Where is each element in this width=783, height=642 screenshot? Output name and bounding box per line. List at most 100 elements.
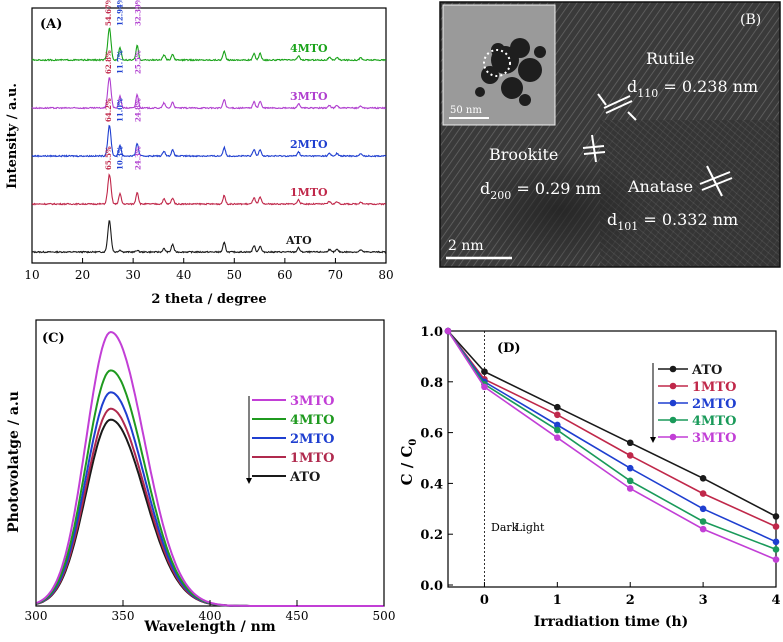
panel-c-y-axis-label: Photovolatge / a.u [6,391,22,533]
panel-c-x-axis-label: Wavelength / nm [143,619,275,635]
kinetics-point [554,421,561,429]
legend-marker [669,399,677,407]
legend-label: 1MTO [692,380,736,395]
xrd-series-label: 4MTO [290,42,328,55]
dark-region-label: Dark [491,521,519,534]
kinetics-line-2mto [447,330,777,543]
phase-fraction-label: 12.94% [116,0,125,26]
kinetics-point [481,368,488,375]
phase-fraction-label: 54.67% [104,0,113,26]
kinetics-point [626,477,634,485]
phase-fraction-label: 32.39% [134,0,143,26]
tem-border [439,1,781,268]
xrd-series-label: 3MTO [290,90,328,103]
brookite-spacing: d200 = 0.29 nm [480,179,601,202]
xrd-trace-1mto [31,173,386,206]
kinetics-point [772,556,780,563]
kinetics-point [626,485,634,492]
legend-label: 3MTO [692,431,736,446]
x-tick-label: 350 [112,609,135,623]
legend-marker [669,365,677,373]
x-tick-label: 70 [328,268,343,282]
anatase-spacing: d101 = 0.332 nm [607,210,738,233]
kinetics-point [699,525,707,533]
panel-a-label: (A) [40,17,62,32]
kinetics-point [554,411,561,419]
legend-label: 1MTO [290,451,334,466]
legend-marker [669,433,677,441]
phase-fraction-label: 64.2% [104,98,113,122]
kinetics-point [699,518,707,525]
kinetics-point [554,434,561,441]
xrd-trace-4mto [31,27,387,62]
x-tick-label: 450 [286,609,309,623]
x-tick-label: 400 [199,609,222,623]
panel-a-phase-annotations: 65.5% 10.3% 24.3% 64.2% 11.0% 24.8% 62.8% 11.7%… [104,0,143,170]
kinetics-point [626,439,634,447]
kinetics-point [699,475,707,482]
phase-fraction-label: 62.8% [104,50,113,74]
legend-label: ATO [289,470,320,485]
panel-a-x-ticks: 10 20 30 40 50 60 70 80 [24,258,394,282]
tem-scale-label: 2 nm [448,238,484,254]
panel-d-y-axis-label: C / C0 [398,439,419,486]
legend-label: 2MTO [692,397,736,412]
panel-d-legend: ATO 1MTO 2MTO 4MTO 3MTO [650,363,736,446]
panel-c-label: (C) [42,331,65,346]
panel-c-frame [35,319,385,607]
rutile-fringe-marker [597,93,637,121]
kinetics-point [444,327,452,335]
legend-marker [669,416,677,424]
xrd-series-label: 1MTO [290,186,328,199]
panel-a-frame [31,7,387,264]
tem-inset-highlight [483,49,511,77]
phase-fraction-label: 24.8% [134,98,143,122]
legend-label: 4MTO [290,413,334,428]
tem-shadow [470,155,650,265]
panel-a-series-labels: ATO 1MTO 2MTO 3MTO 4MTO [285,42,328,247]
tem-inset-particles [475,38,546,106]
xrd-trace-3mto [31,77,387,110]
panel-b-label: (B) [740,12,761,28]
kinetics-point [772,523,780,530]
phase-fraction-label: 65.5% [104,146,113,170]
panel-a-traces [31,27,387,254]
kinetics-point [699,505,707,513]
legend-label: 3MTO [290,394,334,409]
brookite-fringe-marker [582,134,606,163]
rutile-spacing: d110 = 0.238 nm [627,77,758,100]
panel-a: (A) 10 20 30 40 50 60 70 80 ATO 1MTO 2MTO 3MTO 4MTO… [5,0,394,307]
kinetics-point [699,490,707,497]
y-tick-label: 0.8 [420,376,443,391]
x-tick-label: 80 [378,268,393,282]
kinetics-point [626,464,634,472]
kinetics-line-ato [447,330,777,518]
panel-a-x-axis-label: 2 theta / degree [151,292,266,307]
phase-fraction-label: 11.0% [116,98,125,122]
y-tick-label: 1.0 [420,325,443,340]
kinetics-point [481,383,488,391]
kinetics-point [626,452,634,459]
x-tick-label: 50 [227,268,242,282]
tem-inset-scale-label: 50 nm [450,105,482,116]
x-tick-label: 40 [176,268,191,282]
kinetics-line-4mto [447,330,777,551]
legend-label: ATO [691,363,722,378]
legend-label: 2MTO [290,432,334,447]
rutile-label: Rutile [646,49,694,68]
x-tick-label: 3 [699,593,708,608]
panel-d-traces [444,327,780,563]
legend-arrow-head [246,478,252,484]
xrd-trace-ato [31,220,387,254]
legend-label: 4MTO [692,414,736,429]
legend-marker [669,382,677,390]
kinetics-line-1mto [447,330,777,528]
xrd-trace-2mto [31,124,387,158]
phase-fraction-label: 25.5% [134,50,143,74]
xrd-series-label: ATO [285,234,312,247]
panel-d: (D) 0 1 2 3 4 0.0 0.2 0.4 0.6 0.8 1.0 ATO 1MTO 2MTO 4… [398,325,781,630]
anatase-fringe-marker [699,165,733,197]
kinetics-point [554,403,561,411]
x-tick-label: 2 [626,593,635,608]
